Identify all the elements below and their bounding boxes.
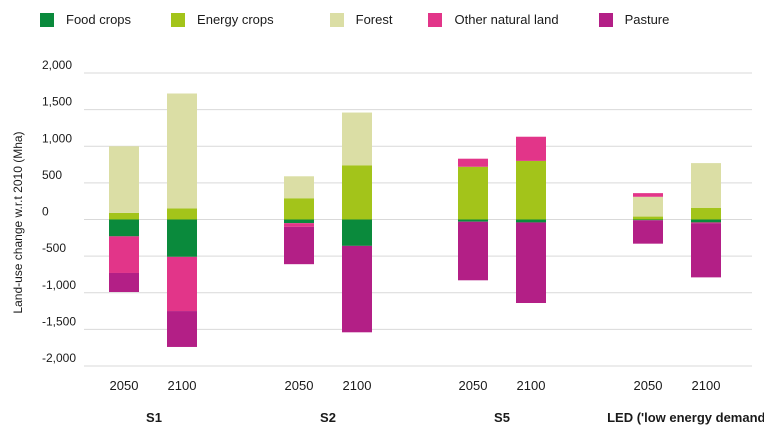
bar-segment xyxy=(167,208,197,220)
x-tick-label: 2100 xyxy=(343,378,372,393)
y-tick-label: 1,000 xyxy=(42,131,72,145)
bar-segment xyxy=(691,223,721,278)
legend-swatch xyxy=(428,12,443,27)
bar-segment xyxy=(516,160,546,220)
bar-segment xyxy=(109,272,139,293)
bar-segment xyxy=(109,212,139,220)
chart-legend: Food crops Energy crops Forest Other natura… xyxy=(40,12,669,27)
legend-label: Energy crops xyxy=(197,12,274,27)
group-label: S2 xyxy=(320,410,336,425)
bar-segment xyxy=(516,222,546,304)
y-tick-label: -2,000 xyxy=(42,351,76,365)
bar-segment xyxy=(167,256,197,312)
bar-segment xyxy=(342,245,372,333)
legend-swatch xyxy=(171,12,186,27)
legend-swatch xyxy=(329,12,344,27)
bar-segment xyxy=(284,198,314,220)
legend-swatch xyxy=(598,12,613,27)
y-tick-label: -500 xyxy=(42,241,66,255)
bar-segment xyxy=(109,219,139,237)
bar-segment xyxy=(109,236,139,273)
legend-item: Energy crops xyxy=(171,12,274,27)
bar-segment xyxy=(691,207,721,220)
x-tick-label: 2100 xyxy=(517,378,546,393)
y-tick-label: 500 xyxy=(42,168,62,182)
bar-segment xyxy=(342,219,372,246)
legend-label: Other natural land xyxy=(454,12,559,27)
bar-segment xyxy=(691,222,721,224)
legend-item: Other natural land xyxy=(428,12,559,27)
bar-segment xyxy=(342,165,372,220)
legend-label: Food crops xyxy=(66,12,132,27)
bar-segment xyxy=(458,219,488,222)
x-tick-label: 2100 xyxy=(692,378,721,393)
x-tick-label: 2050 xyxy=(634,378,663,393)
y-axis-label: Land-use change w.r.t 2010 (Mha) xyxy=(11,131,25,313)
bar-segment xyxy=(167,93,197,209)
bar-segment xyxy=(633,216,663,220)
bar-segment xyxy=(458,166,488,220)
legend-swatch xyxy=(40,12,54,27)
bar-segment xyxy=(458,158,488,167)
bar-segment xyxy=(458,221,488,281)
legend-item: Food crops xyxy=(40,12,131,27)
bar-segment xyxy=(691,219,721,223)
x-tick-label: 2050 xyxy=(110,378,139,393)
bar-segment xyxy=(109,146,139,213)
group-label: S1 xyxy=(146,410,162,425)
x-tick-label: 2050 xyxy=(459,378,488,393)
y-tick-label: -1,000 xyxy=(42,278,76,292)
bar-segment xyxy=(342,112,372,166)
bar-segment xyxy=(691,163,721,208)
y-tick-label: -1,500 xyxy=(42,314,76,328)
bar-segment xyxy=(167,311,197,347)
bar-segment xyxy=(633,193,663,197)
bar-segment xyxy=(516,136,546,161)
bar-segment xyxy=(633,219,663,221)
bar-segment xyxy=(167,219,197,257)
legend-label: Pasture xyxy=(624,12,670,27)
legend-label: Forest xyxy=(355,12,393,27)
x-tick-label: 2050 xyxy=(285,378,314,393)
bar-segment xyxy=(284,219,314,224)
bar-segment xyxy=(633,196,663,217)
bar-segment xyxy=(284,176,314,199)
bar-segment xyxy=(516,219,546,223)
group-label: S5 xyxy=(494,410,510,425)
y-tick-label: 1,500 xyxy=(42,95,72,109)
bar-segment xyxy=(633,220,663,244)
y-tick-label: 2,000 xyxy=(42,58,72,72)
x-tick-label: 2100 xyxy=(168,378,197,393)
y-tick-label: 0 xyxy=(42,205,49,219)
bar-segment xyxy=(284,223,314,227)
legend-item: Pasture xyxy=(598,12,670,27)
bar-segment xyxy=(284,226,314,265)
legend-item: Forest xyxy=(329,12,393,27)
group-label: LED ('low energy demand') xyxy=(607,410,764,425)
